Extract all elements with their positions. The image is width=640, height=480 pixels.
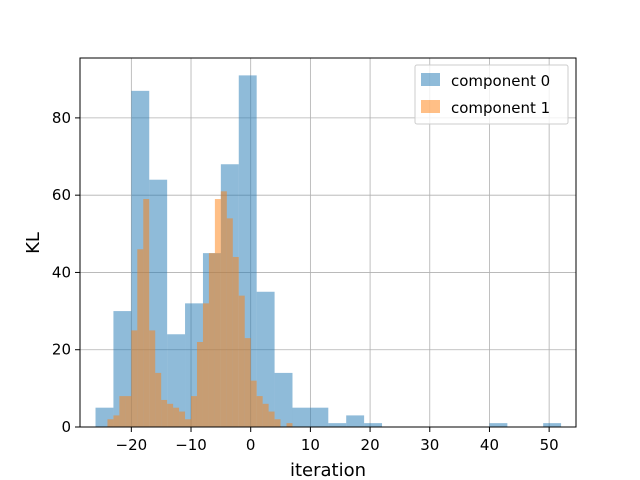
histogram-bar-series-0 (364, 423, 383, 427)
x-axis-title: iteration (290, 460, 366, 480)
plot-frame (79, 57, 577, 428)
histogram-bar-series-1 (256, 396, 263, 427)
legend-label-component-0: component 0 (451, 72, 550, 90)
histogram-bars (95, 75, 562, 428)
histogram-bar-series-1 (208, 253, 215, 427)
histogram-bar-series-1 (220, 191, 227, 427)
y-tick-label: 80 (52, 109, 71, 127)
histogram-bar-series-1 (149, 330, 156, 427)
legend: component 0 component 1 (414, 64, 569, 125)
histogram-bar-series-1 (173, 407, 180, 427)
legend-label-component-1: component 1 (451, 99, 550, 117)
y-tick-label: 0 (61, 418, 71, 436)
histogram-bar-series-1 (155, 372, 162, 427)
histogram-bar-series-1 (238, 295, 245, 427)
histogram-bar-series-0 (256, 291, 275, 427)
histogram-bar-series-0 (328, 423, 347, 427)
histogram-bar-series-1 (244, 338, 251, 427)
histogram-bar-series-1 (274, 419, 281, 427)
histogram-bar-series-0 (346, 415, 365, 427)
y-tick-label: 60 (52, 186, 71, 204)
histogram-bar-series-0 (310, 407, 329, 427)
x-tick-label: −10 (175, 436, 207, 454)
histogram-bar-series-1 (214, 199, 221, 427)
histogram-bar-series-0 (543, 423, 562, 427)
x-tick-label: 40 (480, 436, 499, 454)
x-tick-label: −20 (116, 436, 148, 454)
histogram-bar-series-1 (250, 380, 257, 427)
histogram-bar-series-1 (196, 341, 203, 427)
x-tick-label: 20 (361, 436, 380, 454)
histogram-bar-series-1 (137, 249, 144, 427)
histogram-bar-series-1 (179, 411, 186, 427)
y-axis-title: KL (23, 232, 44, 254)
y-tick-label: 40 (52, 263, 71, 281)
axis-ticks: −20 −10 0 10 20 30 40 50 0 20 40 60 80 (52, 109, 559, 454)
histogram-bar-series-1 (119, 396, 126, 427)
histogram-bar-series-1 (232, 256, 239, 427)
histogram-bar-series-1 (262, 403, 269, 427)
histogram-bar-series-1 (191, 396, 197, 427)
histogram-bar-series-0 (489, 423, 508, 427)
x-tick-label: 30 (420, 436, 439, 454)
x-tick-label: 50 (540, 436, 559, 454)
histogram-bar-series-0 (274, 372, 293, 427)
histogram-bar-series-1 (268, 411, 275, 427)
histogram-bar-series-1 (161, 399, 168, 427)
x-tick-label: 10 (301, 436, 320, 454)
x-tick-label: 0 (246, 436, 256, 454)
histogram-bar-series-0 (292, 407, 311, 427)
legend-swatch-component-0 (421, 73, 440, 86)
histogram-bar-series-1 (167, 403, 174, 427)
histogram-bar-series-1 (226, 218, 233, 427)
legend-swatch-component-1 (421, 100, 440, 113)
histogram-bar-series-1 (185, 419, 192, 427)
histogram-bar-series-1 (125, 396, 132, 427)
histogram-bar-series-1 (131, 330, 138, 427)
legend-box (414, 64, 569, 125)
histogram-bar-series-1 (107, 419, 114, 427)
histogram-bar-series-1 (143, 199, 150, 427)
histogram-bar-series-1 (113, 415, 120, 427)
histogram-bar-series-1 (286, 423, 293, 427)
y-tick-label: 20 (52, 341, 71, 359)
histogram-bar-series-1 (202, 303, 209, 427)
